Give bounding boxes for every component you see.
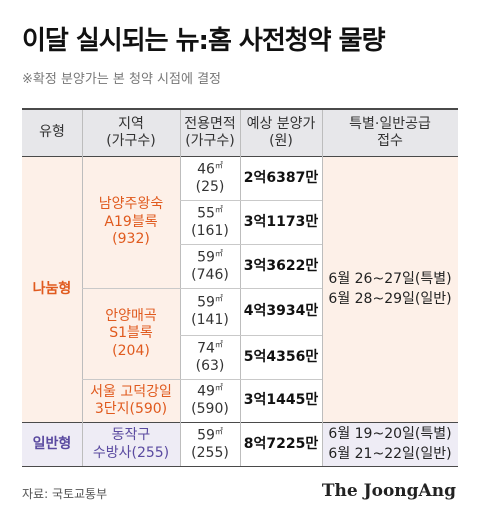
region-units: (204) [112,342,150,359]
area-cell: 49㎡ (590) [180,380,240,422]
header-schedule: 특별·일반공급 접수 [322,110,458,156]
area-size: 59㎡ [197,294,223,311]
region-name: 서울 고덕강일 [90,383,172,400]
area-units: (590) [191,401,229,418]
header-type: 유형 [22,110,82,156]
area-units: (161) [191,222,229,239]
price-cell: 5억4356만 [243,348,319,365]
type-sharing: 나눔형 [32,280,72,297]
table-top-border [22,108,458,110]
header-price-sublabel: (원) [269,133,293,149]
header-region-sublabel: (가구수) [106,133,156,149]
area-size: 49㎡ [197,383,223,400]
header-price-label: 예상 분양가 [246,115,316,132]
region-block: S1블록 [109,325,153,342]
region-seoul-godeok: 서울 고덕강일 3단지(590) [82,380,180,422]
area-column-background [180,157,240,467]
price-cell: 3억1173만 [243,213,319,230]
area-units: (25) [195,178,225,195]
area-cell: 46㎡ (25) [180,157,240,200]
area-cell: 55㎡ (161) [180,201,240,244]
page-subtitle: ※확정 분양가는 본 청약 시점에 결정 [22,72,221,87]
region-divider [82,288,322,289]
schedule-general: 6월 21~22일(일반) [328,445,452,462]
area-units: (746) [191,266,229,283]
region-name: 안양매곡 [105,307,157,324]
price-column-background [240,157,322,467]
table-bottom-border [22,466,458,467]
area-units: (141) [191,312,229,329]
header-schedule-label: 특별·일반공급 [349,115,431,132]
source-note: 자료: 국토교통부 [22,487,108,501]
area-cell: 59㎡ (746) [180,245,240,288]
price-cell: 8억7225만 [243,435,319,452]
column-divider [322,110,323,466]
header-area: 전용면적 (가구수) [180,110,240,156]
area-size: 59㎡ [197,248,223,266]
type-general: 일반형 [32,435,72,452]
price-cell: 4억3934만 [243,303,319,320]
area-cell: 74㎡ (63) [180,336,240,379]
header-price: 예상 분양가 (원) [240,110,322,156]
area-size: 74㎡ [197,339,223,357]
area-size: 59㎡ [197,426,223,444]
schedule-special: 6월 19~20일(특별) [328,425,452,442]
region-block: 3단지(590) [94,401,168,417]
publisher-logo: The JoongAng [321,481,456,501]
price-cell: 3억1445만 [243,392,319,409]
region-dongjakgu: 동작구 수방사(255) [82,423,180,466]
price-cell: 3억3622만 [243,257,319,274]
header-region: 지역 (가구수) [82,110,180,156]
row-divider [180,335,322,336]
region-block: A19블록 [104,213,158,230]
schedule-general: 6월 28~29일(일반) [328,290,452,307]
area-size: 55㎡ [197,204,223,222]
area-units: (63) [195,357,225,374]
row-divider [180,244,322,245]
area-cell: 59㎡ (255) [180,423,240,466]
region-block: 수방사(255) [92,444,170,461]
page-title: 이달 실시되는 뉴:홈 사전청약 물량 [22,26,385,56]
schedule-special: 6월 26~27일(특별) [328,270,452,287]
region-name: 남양주왕숙 [98,196,164,213]
header-area-sublabel: (가구수) [185,133,235,149]
price-cell: 2억6387만 [243,169,319,186]
header-region-label: 지역 [118,115,144,132]
header-type-label: 유형 [39,124,65,141]
area-units: (255) [191,444,229,461]
area-cell: 59㎡ (141) [180,289,240,335]
schedule-general-type: 6월 19~20일(특별) 6월 21~22일(일반) [322,423,458,466]
row-divider [180,200,322,201]
row-divider [180,379,322,380]
region-name: 동작구 [111,427,151,443]
header-schedule-sublabel: 접수 [377,133,403,149]
area-size: 46㎡ [197,160,223,178]
schedule-sharing: 6월 26~27일(특별) 6월 28~29일(일반) [322,157,458,422]
region-divider [82,379,180,380]
region-units: (932) [112,231,150,248]
header-area-label: 전용면적 [184,115,236,132]
region-namyangju: 남양주왕숙 A19블록 (932) [82,157,180,288]
region-anyang: 안양매곡 S1블록 (204) [82,289,180,379]
